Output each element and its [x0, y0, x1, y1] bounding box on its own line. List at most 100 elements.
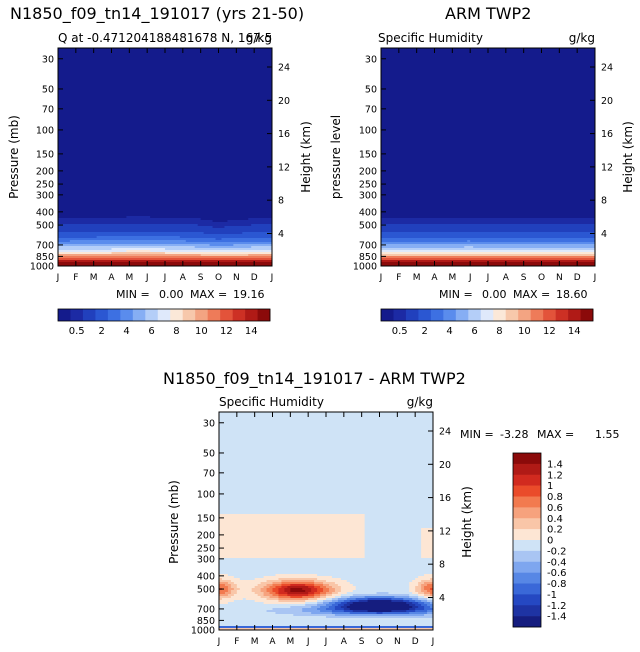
field-cell: [406, 602, 413, 605]
field-cell: [376, 612, 384, 615]
month-tick-label: J: [593, 273, 597, 283]
field-cell: [427, 584, 433, 587]
field-cell: [58, 140, 272, 143]
field-cell: [364, 522, 433, 525]
field-cell: [320, 610, 333, 613]
field-cell: [58, 158, 272, 161]
field-cell: [311, 606, 321, 609]
field-cell: [421, 534, 433, 537]
colorbar-swatch: [513, 550, 541, 563]
colorbar-swatch: [58, 309, 71, 321]
field-cell: [421, 600, 428, 603]
colorbar-label: 2: [98, 326, 104, 337]
height-tick-label: 12: [601, 162, 613, 173]
height-tick-label: 16: [601, 129, 613, 140]
field-cell: [219, 610, 268, 613]
field-cell: [230, 584, 238, 587]
field-cell: [421, 546, 433, 549]
field-cell: [239, 578, 256, 581]
field-cell: [263, 602, 306, 605]
field-cell: [278, 596, 291, 599]
field-cell: [194, 246, 252, 249]
colorbar-swatch: [170, 309, 184, 321]
field-cell: [219, 440, 433, 443]
panel-model-max-value: 19.16: [233, 288, 265, 301]
field-cell: [219, 504, 433, 507]
field-cell: [219, 584, 226, 587]
field-cell: [219, 468, 433, 471]
field-cell: [381, 116, 595, 119]
field-cell: [58, 110, 272, 113]
pressure-tick-label: 400: [359, 207, 377, 218]
field-cell: [227, 582, 235, 585]
field-cell: [227, 574, 277, 577]
field-cell: [367, 598, 392, 601]
field-cell: [219, 502, 433, 505]
field-cell: [58, 108, 272, 111]
field-cell: [227, 586, 232, 589]
panel-model-field: [58, 48, 272, 266]
field-cell: [305, 590, 312, 593]
panel-obs-subtitle: Specific Humidity: [378, 31, 483, 45]
colorbar-swatch: [513, 507, 541, 519]
field-cell: [418, 606, 425, 609]
pressure-tick-label: 30: [365, 54, 377, 65]
month-tick-label: J: [306, 637, 310, 647]
field-cell: [302, 608, 318, 611]
panel-diff-axes: J F M A M J J A S O N D J305070100150200250300400500…: [191, 412, 451, 647]
field-cell: [219, 536, 366, 539]
field-cell: [266, 588, 274, 591]
field-cell: [421, 550, 433, 553]
height-tick-label: 4: [601, 229, 607, 240]
field-cell: [381, 88, 595, 91]
pressure-tick-label: 200: [197, 530, 215, 541]
field-cell: [381, 68, 595, 71]
field-cell: [381, 84, 595, 87]
field-cell: [251, 224, 272, 227]
field-cell: [227, 590, 232, 593]
field-cell: [364, 550, 422, 553]
field-cell: [219, 556, 366, 559]
panel-obs-field: [381, 48, 595, 266]
colorbar-label: 4: [446, 326, 452, 337]
pressure-tick-label: 400: [197, 571, 215, 582]
colorbar-label: 10: [195, 326, 208, 337]
colorbar-swatch: [555, 309, 569, 321]
field-cell: [314, 582, 324, 585]
colorbar-swatch: [245, 309, 258, 321]
field-cell: [308, 592, 315, 595]
field-cell: [305, 584, 315, 587]
field-cell: [219, 560, 433, 563]
field-cell: [424, 608, 433, 611]
field-cell: [381, 164, 595, 167]
month-tick-label: J: [163, 273, 167, 283]
field-cell: [275, 586, 283, 589]
month-tick-label: M: [90, 273, 98, 283]
colorbar-swatch: [513, 463, 541, 476]
field-cell: [200, 218, 249, 221]
field-cell: [58, 174, 272, 177]
field-cell: [275, 574, 318, 577]
field-cell: [317, 604, 327, 607]
field-cell: [421, 548, 433, 551]
field-cell: [352, 584, 410, 587]
field-cell: [58, 228, 272, 231]
field-cell: [281, 582, 315, 585]
field-cell: [58, 232, 205, 235]
field-cell: [215, 238, 223, 241]
field-cell: [219, 564, 433, 567]
field-cell: [219, 616, 327, 619]
field-cell: [58, 182, 272, 185]
field-cell: [424, 606, 431, 609]
field-cell: [317, 608, 327, 611]
field-cell: [58, 96, 272, 99]
field-cell: [219, 600, 235, 603]
field-cell: [219, 470, 433, 473]
field-cell: [219, 450, 433, 453]
field-cell: [412, 598, 419, 601]
colorbar-label: 10: [518, 326, 531, 337]
field-cell: [239, 588, 253, 591]
colorbar-swatch: [568, 309, 581, 321]
field-cell: [364, 552, 422, 555]
